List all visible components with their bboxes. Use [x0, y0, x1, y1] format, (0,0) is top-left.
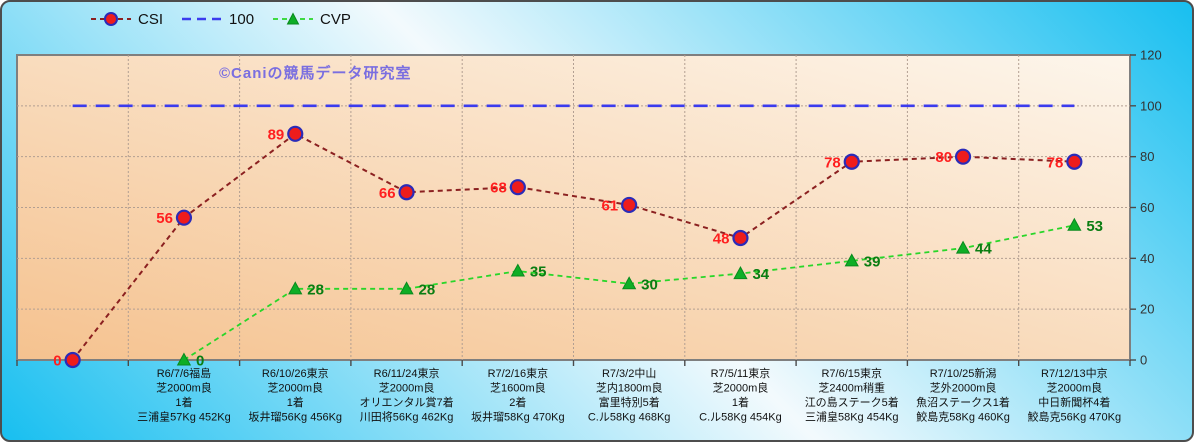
- csi-value-label: 78: [824, 154, 841, 171]
- y-axis-tick-label: 40: [1140, 251, 1154, 266]
- cvp-value-label: 53: [1086, 218, 1103, 235]
- cvp-value-label: 0: [196, 353, 204, 370]
- y-axis-tick-label: 20: [1140, 302, 1154, 317]
- x-axis-category-label: R7/12/13中京芝2000m良中日新聞杯4着鮫島克56Kg 470Kg: [1028, 366, 1122, 424]
- cvp-point-marker: [955, 240, 971, 254]
- legend-label: CSI: [138, 10, 164, 28]
- csi-point-marker: [1066, 153, 1083, 170]
- x-axis-category-label: R7/2/16東京芝1600m良 2着坂井瑠58Kg 470Kg: [471, 366, 565, 424]
- cvp-point-marker: [733, 266, 748, 280]
- legend: CSI 100 CVP: [90, 7, 351, 31]
- series-line-csi: [71, 132, 1075, 361]
- cvp-value-label: 34: [752, 266, 769, 283]
- legend-label: 100: [229, 10, 255, 28]
- cvp-point-marker: [176, 352, 192, 366]
- csi-point-marker: [398, 184, 415, 201]
- cvp-value-label: 39: [864, 253, 881, 270]
- x-axis-category-label: R7/5/11東京芝2000m良 1着 C.ル58Kg 454Kg: [699, 366, 782, 424]
- csi-value-label: 80: [935, 149, 952, 166]
- csi-value-label: 66: [379, 185, 396, 202]
- csi-value-label: 0: [53, 353, 61, 370]
- legend-item-100: 100: [181, 11, 254, 27]
- cvp-value-label: 30: [641, 276, 658, 293]
- cvp-point-marker: [288, 281, 303, 295]
- csi-value-label: 56: [156, 210, 173, 227]
- csi-value-label: 48: [713, 231, 730, 248]
- legend-item-csi: CSI: [90, 11, 163, 27]
- y-axis-tick-label: 100: [1140, 98, 1162, 113]
- csi-value-label: 61: [601, 197, 618, 214]
- legend-item-cvp: CVP: [272, 11, 351, 27]
- cvp-point-marker: [510, 263, 525, 277]
- x-axis-category-label: R7/6/15東京芝2400m稍重江の島ステーク5着三浦皇58Kg 454Kg: [805, 366, 899, 424]
- csi-point-marker: [843, 153, 860, 170]
- cvp-value-label: 35: [530, 264, 547, 281]
- csi-point-marker: [175, 209, 193, 226]
- cvp-point-marker: [399, 281, 414, 295]
- y-axis-tick-label: 0: [1140, 353, 1147, 368]
- csi-value-label: 68: [490, 180, 507, 197]
- csi-value-label: 78: [1047, 154, 1064, 171]
- y-axis-tick-label: 60: [1140, 200, 1154, 215]
- csi-point-marker: [64, 351, 81, 369]
- csi-point-marker: [287, 125, 304, 142]
- legend-marker-cvp-icon: [273, 12, 314, 25]
- cvp-point-marker: [1067, 217, 1082, 231]
- x-axis-category-label: R7/3/2中山芝内1800m良富里特別5着 C.ル58Kg 468Kg: [588, 367, 671, 424]
- y-axis-tick-label: 80: [1140, 149, 1154, 164]
- cvp-point-marker: [622, 276, 637, 290]
- x-axis-category-label: R6/10/26東京芝2000m良 1着坂井瑠56Kg 456Kg: [248, 366, 342, 424]
- x-axis-category-label: R6/7/6福島芝2000m良 1着三浦皇57Kg 452Kg: [137, 366, 231, 424]
- legend-label: CVP: [320, 10, 351, 28]
- cvp-value-label: 28: [419, 281, 436, 298]
- csi-point-marker: [509, 179, 526, 196]
- watermark: ©Caniの競馬データ研究室: [219, 64, 412, 82]
- x-axis-category-label: R6/11/24東京芝2000m良オリエンタル賞7着川田将56Kg 462Kg: [359, 366, 453, 424]
- legend-marker-100-icon: [182, 17, 223, 21]
- x-axis-category-label: R7/10/25新潟芝外2000m良魚沼ステークス1着鮫島克58Kg 460Kg: [916, 366, 1010, 424]
- csi-point-marker: [621, 196, 638, 214]
- legend-marker-csi-icon: [91, 12, 131, 26]
- csi-value-label: 89: [268, 126, 285, 143]
- csi-point-marker: [732, 229, 749, 247]
- cvp-value-label: 28: [307, 281, 324, 298]
- cvp-point-marker: [844, 253, 859, 267]
- cvp-value-label: 44: [975, 241, 992, 258]
- csi-point-marker: [954, 148, 972, 165]
- y-axis-tick-label: 120: [1140, 48, 1162, 63]
